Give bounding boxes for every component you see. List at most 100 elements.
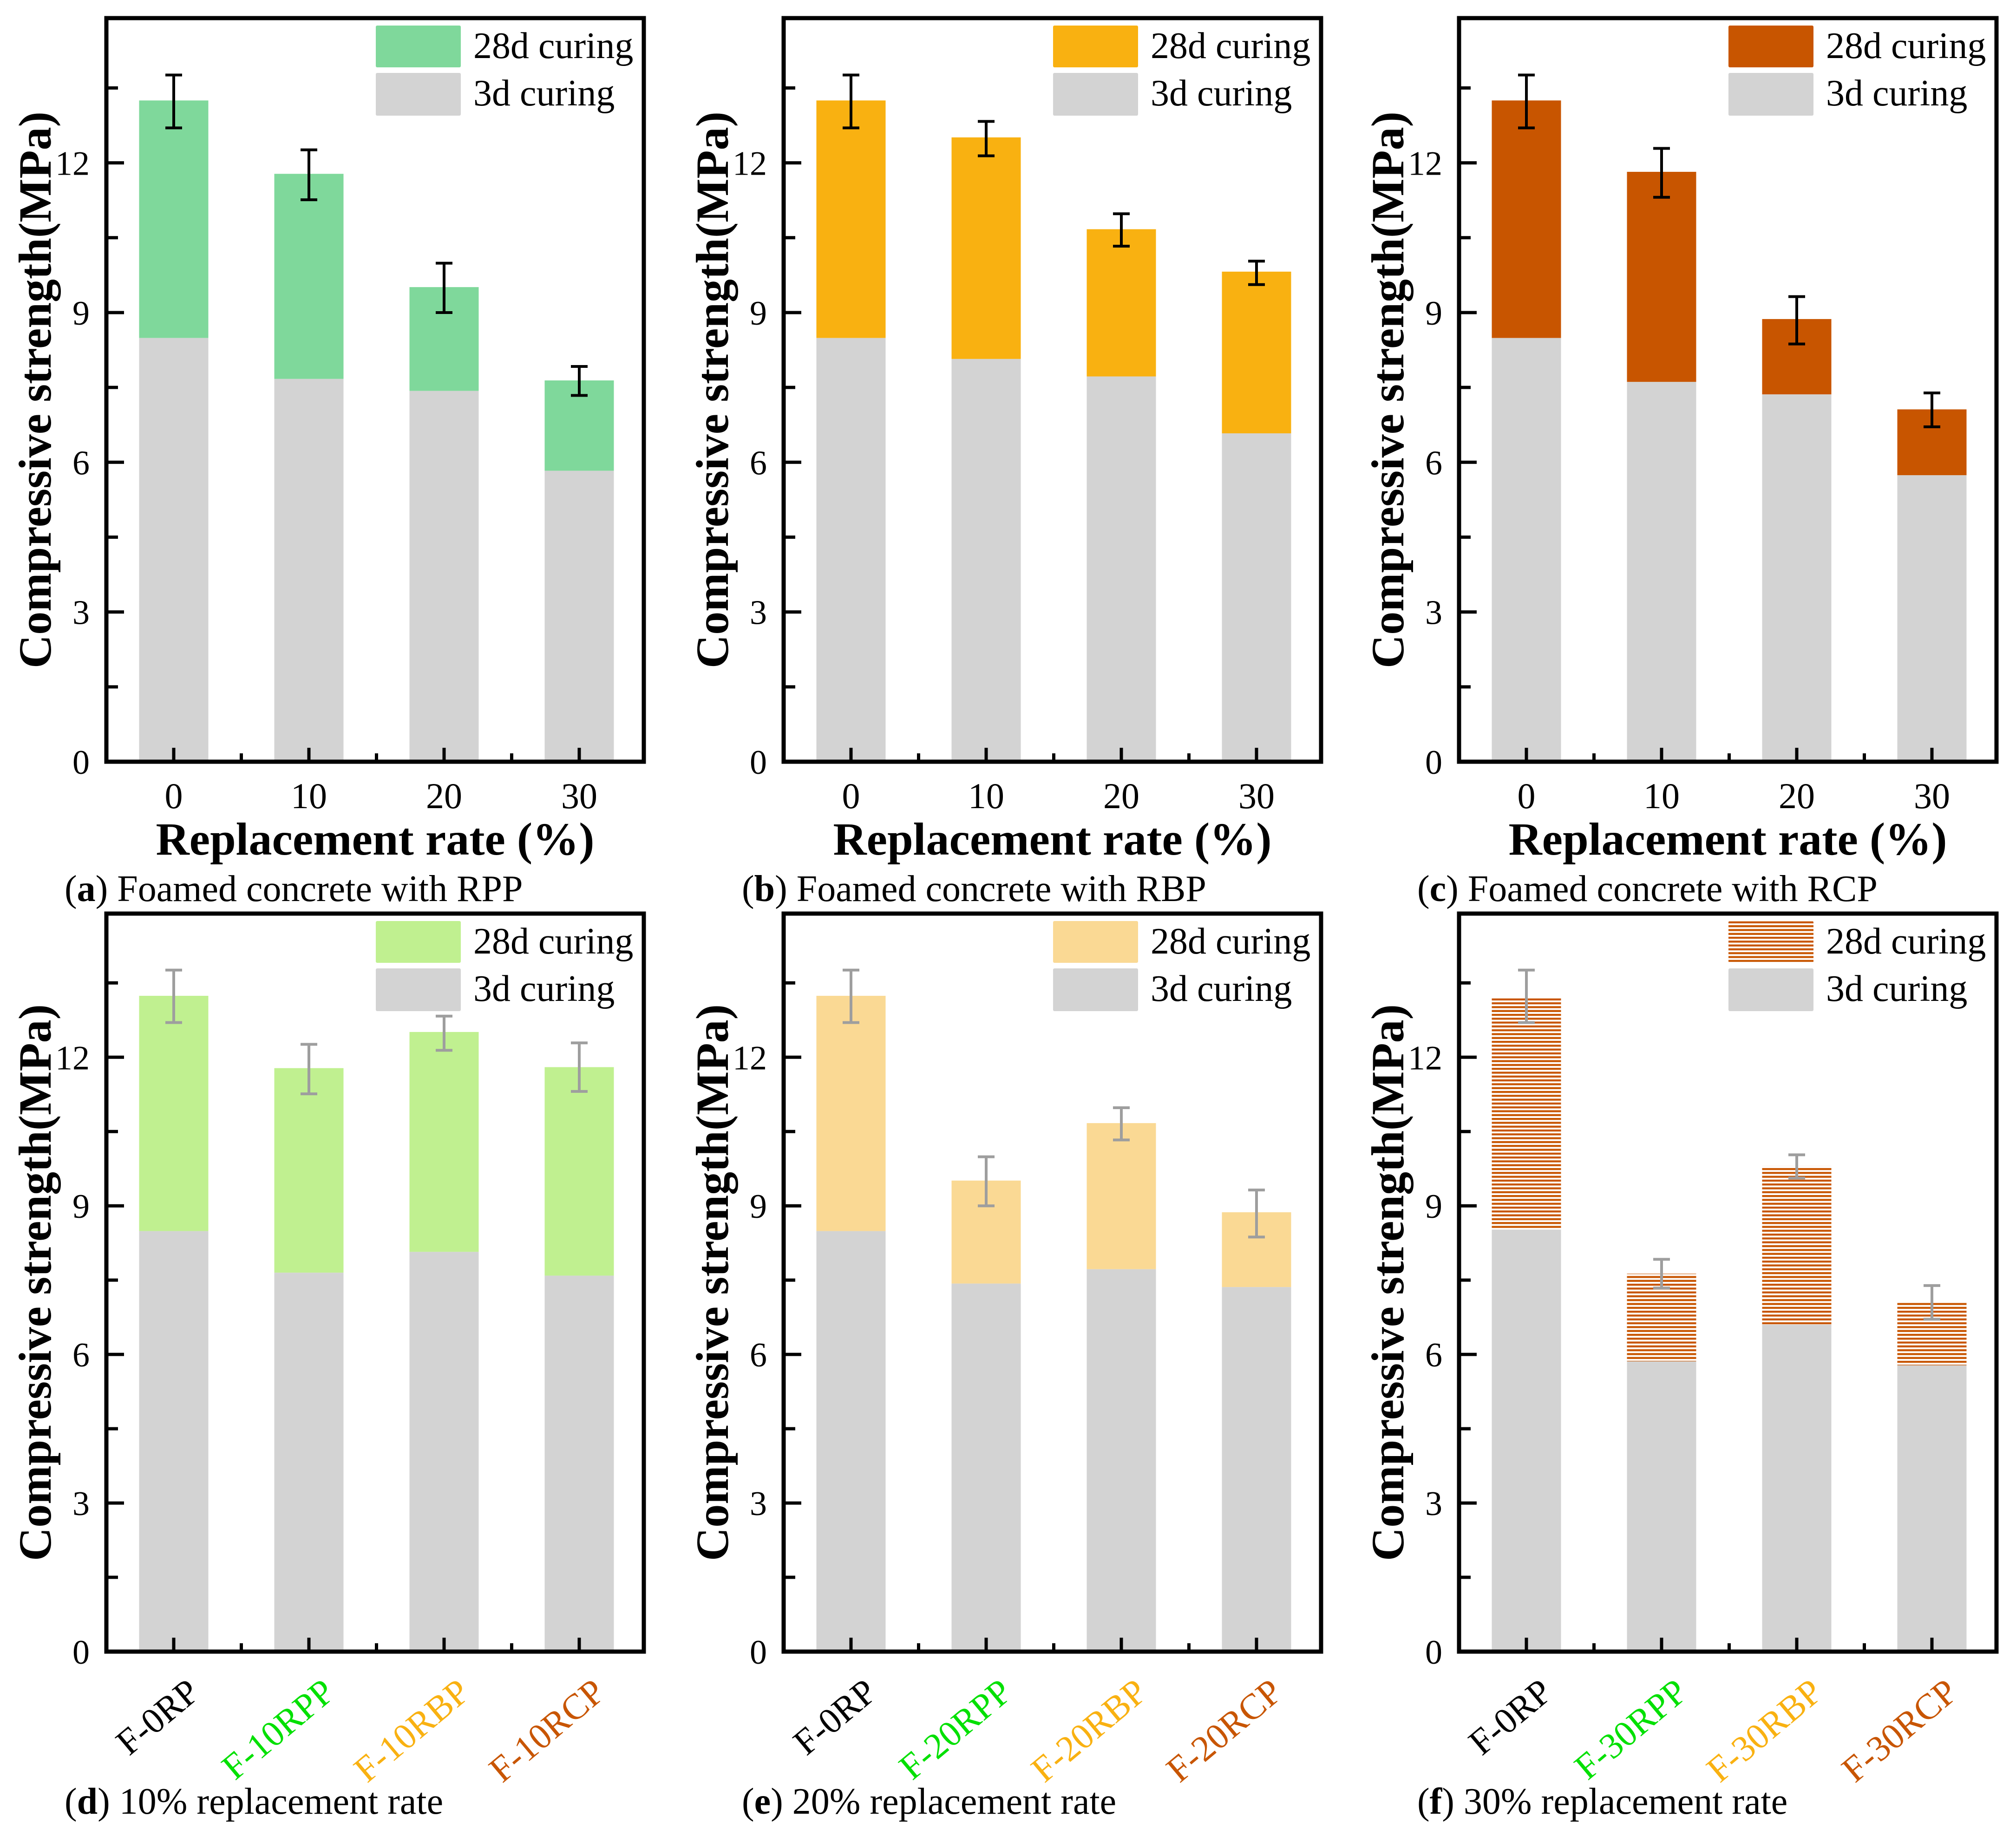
legend-label-3d: 3d curing bbox=[1151, 73, 1292, 114]
x-tick-label: 10 bbox=[1643, 776, 1680, 816]
error-bar bbox=[165, 73, 182, 130]
legend: 28d curing 3d curing bbox=[376, 26, 633, 116]
bar-28d-curing bbox=[139, 100, 209, 338]
y-tick-label: 6 bbox=[1425, 444, 1442, 482]
x-tick-label: 0 bbox=[842, 776, 860, 816]
bar-28d-curing bbox=[1492, 997, 1561, 1230]
panel-c: 0 3 6 9 12 0 10 20 30 Compressive strength(MPa) Re… bbox=[1362, 16, 1999, 909]
y-tick-label: 9 bbox=[750, 1188, 767, 1226]
caption-letter: b bbox=[754, 869, 775, 909]
bar-3d-curing bbox=[409, 391, 479, 762]
panel-a: 0 3 6 9 12 0 10 20 30 Compressive strength(MPa) Re… bbox=[9, 16, 646, 909]
y-tick-label: 0 bbox=[72, 1633, 90, 1672]
bar-28d-curing bbox=[1087, 1123, 1156, 1269]
bar-3d-curing bbox=[1492, 1229, 1561, 1652]
legend: 28d curing 3d curing bbox=[1053, 921, 1310, 1011]
bar-28d-curing bbox=[1087, 229, 1156, 377]
bar-28d-curing bbox=[1222, 271, 1291, 433]
error-bar bbox=[571, 365, 588, 397]
x-axis-title: Replacement rate (%) bbox=[833, 813, 1271, 865]
legend-swatch-28d bbox=[1053, 26, 1138, 67]
error-bar bbox=[1924, 1284, 1940, 1321]
bar-3d-curing bbox=[1627, 382, 1696, 762]
legend-label-28d: 28d curing bbox=[473, 26, 633, 66]
bar-3d-curing bbox=[1762, 394, 1832, 762]
x-category-label: F-0RP bbox=[108, 1671, 207, 1763]
panel-caption: (d) 10% replacement rate bbox=[65, 1781, 443, 1822]
bar-3d-curing bbox=[1492, 338, 1561, 762]
legend-label-3d: 3d curing bbox=[473, 968, 615, 1009]
x-axis-title: Replacement rate (%) bbox=[156, 813, 594, 865]
error-bar bbox=[1518, 73, 1535, 130]
y-axis-title: Compressive strength(MPa) bbox=[1362, 1004, 1414, 1561]
y-tick-label: 0 bbox=[750, 744, 767, 782]
legend: 28d curing 3d curing bbox=[1728, 921, 1986, 1011]
y-tick-label: 12 bbox=[733, 1039, 767, 1077]
caption-text: 20% replacement rate bbox=[783, 1781, 1116, 1822]
y-tick-label: 6 bbox=[750, 444, 767, 482]
bar-28d-curing bbox=[1762, 1166, 1832, 1325]
y-tick-label: 9 bbox=[1425, 1188, 1442, 1226]
error-bar bbox=[1248, 260, 1265, 286]
error-bar bbox=[436, 261, 452, 314]
bar-28d-curing bbox=[1492, 100, 1561, 338]
bar-28d-curing bbox=[816, 996, 886, 1231]
y-axis-title: Compressive strength(MPa) bbox=[9, 1004, 61, 1561]
y-tick-label: 0 bbox=[750, 1633, 767, 1672]
bar-28d-curing bbox=[139, 996, 209, 1231]
x-category-label: F-10RCP bbox=[481, 1671, 612, 1790]
bar-3d-curing bbox=[1762, 1325, 1832, 1652]
y-tick-label: 3 bbox=[750, 1485, 767, 1523]
bar-3d-curing bbox=[1627, 1361, 1696, 1652]
bar-28d-curing bbox=[409, 1032, 479, 1252]
caption-letter: f bbox=[1430, 1781, 1443, 1822]
error-bar bbox=[165, 968, 182, 1024]
bar-3d-curing bbox=[1897, 475, 1967, 762]
x-category-label: F-0RP bbox=[1461, 1671, 1559, 1763]
bar-28d-curing bbox=[816, 100, 886, 338]
bar-28d-curing bbox=[1627, 171, 1696, 382]
x-tick-label: 10 bbox=[968, 776, 1004, 816]
bar-3d-curing bbox=[274, 379, 344, 762]
x-tick-label: 0 bbox=[165, 776, 183, 816]
bar-28d-curing bbox=[544, 1067, 614, 1276]
legend-swatch-28d bbox=[1728, 26, 1813, 67]
y-tick-label: 3 bbox=[750, 594, 767, 632]
bar-3d-curing bbox=[1222, 433, 1291, 762]
error-bar bbox=[571, 1041, 588, 1093]
bar-3d-curing bbox=[951, 359, 1021, 762]
x-category-label: F-20RCP bbox=[1159, 1671, 1289, 1790]
bar-3d-curing bbox=[409, 1252, 479, 1652]
error-bar bbox=[436, 1014, 452, 1052]
x-category-label: F-30RBP bbox=[1699, 1671, 1830, 1790]
bar-3d-curing bbox=[1087, 1269, 1156, 1652]
legend-swatch-28d bbox=[1053, 921, 1138, 963]
y-tick-label: 9 bbox=[72, 294, 90, 333]
panel-caption: (b) Foamed concrete with RBP bbox=[742, 869, 1206, 909]
y-tick-label: 0 bbox=[1425, 1633, 1442, 1672]
y-tick-label: 3 bbox=[1425, 594, 1442, 632]
y-tick-label: 9 bbox=[750, 294, 767, 333]
panel-b: 0 3 6 9 12 0 10 20 30 Compressive strength(MPa) Re… bbox=[687, 16, 1323, 909]
bar-3d-curing bbox=[816, 338, 886, 762]
bar-3d-curing bbox=[274, 1273, 344, 1652]
error-bar bbox=[1924, 391, 1940, 429]
y-tick-label: 6 bbox=[72, 1336, 90, 1374]
legend-swatch-3d bbox=[1053, 73, 1138, 116]
bar-3d-curing bbox=[951, 1283, 1021, 1652]
panel-caption: (e) 20% replacement rate bbox=[742, 1781, 1116, 1822]
legend-label-3d: 3d curing bbox=[1151, 968, 1292, 1009]
error-bar bbox=[1518, 968, 1535, 1024]
legend-label-28d: 28d curing bbox=[1151, 921, 1310, 962]
y-axis-title: Compressive strength(MPa) bbox=[687, 111, 738, 668]
x-tick-label: 30 bbox=[1238, 776, 1275, 816]
x-tick-label: 10 bbox=[291, 776, 327, 816]
error-bar bbox=[301, 1043, 317, 1096]
y-tick-label: 12 bbox=[1408, 1039, 1442, 1077]
error-bar bbox=[1788, 295, 1805, 346]
caption-text: Foamed concrete with RCP bbox=[1459, 869, 1878, 909]
y-tick-label: 0 bbox=[72, 744, 90, 782]
legend-label-28d: 28d curing bbox=[1826, 921, 1986, 962]
y-tick-label: 3 bbox=[72, 594, 90, 632]
